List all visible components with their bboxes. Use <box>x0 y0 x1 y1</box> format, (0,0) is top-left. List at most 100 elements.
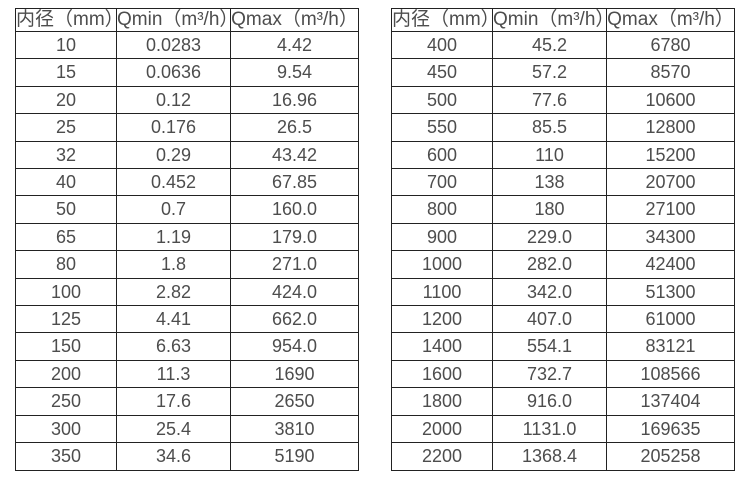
table-row: 600 110 15200 <box>391 140 735 170</box>
cell-qmax: 1690 <box>230 359 359 389</box>
cell-qmax: 9.54 <box>230 58 359 87</box>
cell-qmin: 0.29 <box>116 140 231 170</box>
cell-qmin: 1368.4 <box>492 442 607 471</box>
cell-qmin: 57.2 <box>492 58 607 87</box>
table-row: 550 85.5 12800 <box>391 113 735 142</box>
cell-qmax: 42400 <box>606 250 735 279</box>
cell-qmin: 2.82 <box>116 277 231 307</box>
cell-qmin: 1131.0 <box>492 414 607 444</box>
cell-diameter: 2000 <box>391 414 493 444</box>
column-header-diameter: 内径（mm） <box>15 8 117 32</box>
cell-diameter: 450 <box>391 58 493 87</box>
cell-qmax: 205258 <box>606 442 735 471</box>
cell-qmin: 110 <box>492 140 607 170</box>
table-row: 1100 342.0 51300 <box>391 277 735 307</box>
cell-qmax: 179.0 <box>230 222 359 252</box>
cell-qmin: 229.0 <box>492 222 607 252</box>
column-header-qmin: Qmin（m³/h） <box>492 8 607 32</box>
cell-diameter: 550 <box>391 113 493 142</box>
cell-qmin: 0.0636 <box>116 58 231 87</box>
cell-diameter: 15 <box>15 58 117 87</box>
flow-table-large-diameters: 内径（mm） Qmin（m³/h） Qmax（m³/h） 400 45.2 6780 450… <box>391 8 735 471</box>
cell-qmax: 5190 <box>230 442 359 471</box>
cell-qmax: 8570 <box>606 58 735 87</box>
cell-qmax: 6780 <box>606 30 735 60</box>
cell-diameter: 250 <box>15 387 117 416</box>
cell-qmax: 271.0 <box>230 250 359 279</box>
flow-table-small-diameters: 内径（mm） Qmin（m³/h） Qmax（m³/h） 10 0.0283 4.42 15… <box>15 8 359 471</box>
table-row: 700 138 20700 <box>391 168 735 197</box>
cell-qmin: 25.4 <box>116 414 231 444</box>
cell-qmax: 83121 <box>606 332 735 361</box>
cell-qmin: 1.8 <box>116 250 231 279</box>
cell-qmax: 34300 <box>606 222 735 252</box>
cell-diameter: 65 <box>15 222 117 252</box>
cell-diameter: 1100 <box>391 277 493 307</box>
cell-qmax: 20700 <box>606 168 735 197</box>
flow-rate-tables: 内径（mm） Qmin（m³/h） Qmax（m³/h） 10 0.0283 4.42 15… <box>15 8 735 471</box>
table-row: 1800 916.0 137404 <box>391 387 735 416</box>
cell-diameter: 25 <box>15 113 117 142</box>
cell-qmin: 4.41 <box>116 305 231 334</box>
table-row: 80 1.8 271.0 <box>15 250 359 279</box>
table-row: 200 11.3 1690 <box>15 359 359 389</box>
cell-diameter: 500 <box>391 85 493 115</box>
cell-diameter: 10 <box>15 30 117 60</box>
cell-diameter: 200 <box>15 359 117 389</box>
table-row: 50 0.7 160.0 <box>15 195 359 224</box>
cell-qmin: 282.0 <box>492 250 607 279</box>
cell-diameter: 125 <box>15 305 117 334</box>
cell-qmax: 3810 <box>230 414 359 444</box>
cell-qmax: 43.42 <box>230 140 359 170</box>
table-row: 32 0.29 43.42 <box>15 140 359 170</box>
cell-diameter: 100 <box>15 277 117 307</box>
cell-diameter: 1200 <box>391 305 493 334</box>
cell-qmin: 732.7 <box>492 359 607 389</box>
cell-qmax: 954.0 <box>230 332 359 361</box>
cell-diameter: 1000 <box>391 250 493 279</box>
cell-diameter: 1400 <box>391 332 493 361</box>
cell-diameter: 900 <box>391 222 493 252</box>
table-row: 1200 407.0 61000 <box>391 305 735 334</box>
table-row: 350 34.6 5190 <box>15 442 359 471</box>
cell-qmin: 11.3 <box>116 359 231 389</box>
cell-qmin: 0.12 <box>116 85 231 115</box>
table-row: 10 0.0283 4.42 <box>15 30 359 60</box>
table-row: 15 0.0636 9.54 <box>15 58 359 87</box>
cell-qmin: 138 <box>492 168 607 197</box>
cell-qmin: 342.0 <box>492 277 607 307</box>
cell-qmin: 0.176 <box>116 113 231 142</box>
cell-qmax: 137404 <box>606 387 735 416</box>
cell-diameter: 150 <box>15 332 117 361</box>
table-row: 250 17.6 2650 <box>15 387 359 416</box>
table-row: 65 1.19 179.0 <box>15 222 359 252</box>
cell-diameter: 350 <box>15 442 117 471</box>
cell-qmax: 67.85 <box>230 168 359 197</box>
cell-qmax: 424.0 <box>230 277 359 307</box>
cell-diameter: 800 <box>391 195 493 224</box>
cell-qmin: 916.0 <box>492 387 607 416</box>
table-row: 2000 1131.0 169635 <box>391 414 735 444</box>
cell-diameter: 1800 <box>391 387 493 416</box>
column-header-qmax: Qmax（m³/h） <box>230 8 359 32</box>
cell-qmin: 34.6 <box>116 442 231 471</box>
cell-qmax: 61000 <box>606 305 735 334</box>
cell-qmin: 407.0 <box>492 305 607 334</box>
cell-qmax: 26.5 <box>230 113 359 142</box>
cell-qmax: 12800 <box>606 113 735 142</box>
table-row: 150 6.63 954.0 <box>15 332 359 361</box>
cell-diameter: 300 <box>15 414 117 444</box>
cell-qmax: 27100 <box>606 195 735 224</box>
table-row: 2200 1368.4 205258 <box>391 442 735 471</box>
column-header-qmin: Qmin（m³/h） <box>116 8 231 32</box>
table-row: 1400 554.1 83121 <box>391 332 735 361</box>
table-row: 1000 282.0 42400 <box>391 250 735 279</box>
cell-qmin: 6.63 <box>116 332 231 361</box>
cell-qmin: 77.6 <box>492 85 607 115</box>
cell-qmax: 2650 <box>230 387 359 416</box>
cell-qmin: 45.2 <box>492 30 607 60</box>
cell-qmin: 180 <box>492 195 607 224</box>
cell-diameter: 50 <box>15 195 117 224</box>
cell-diameter: 2200 <box>391 442 493 471</box>
table-row: 1600 732.7 108566 <box>391 359 735 389</box>
